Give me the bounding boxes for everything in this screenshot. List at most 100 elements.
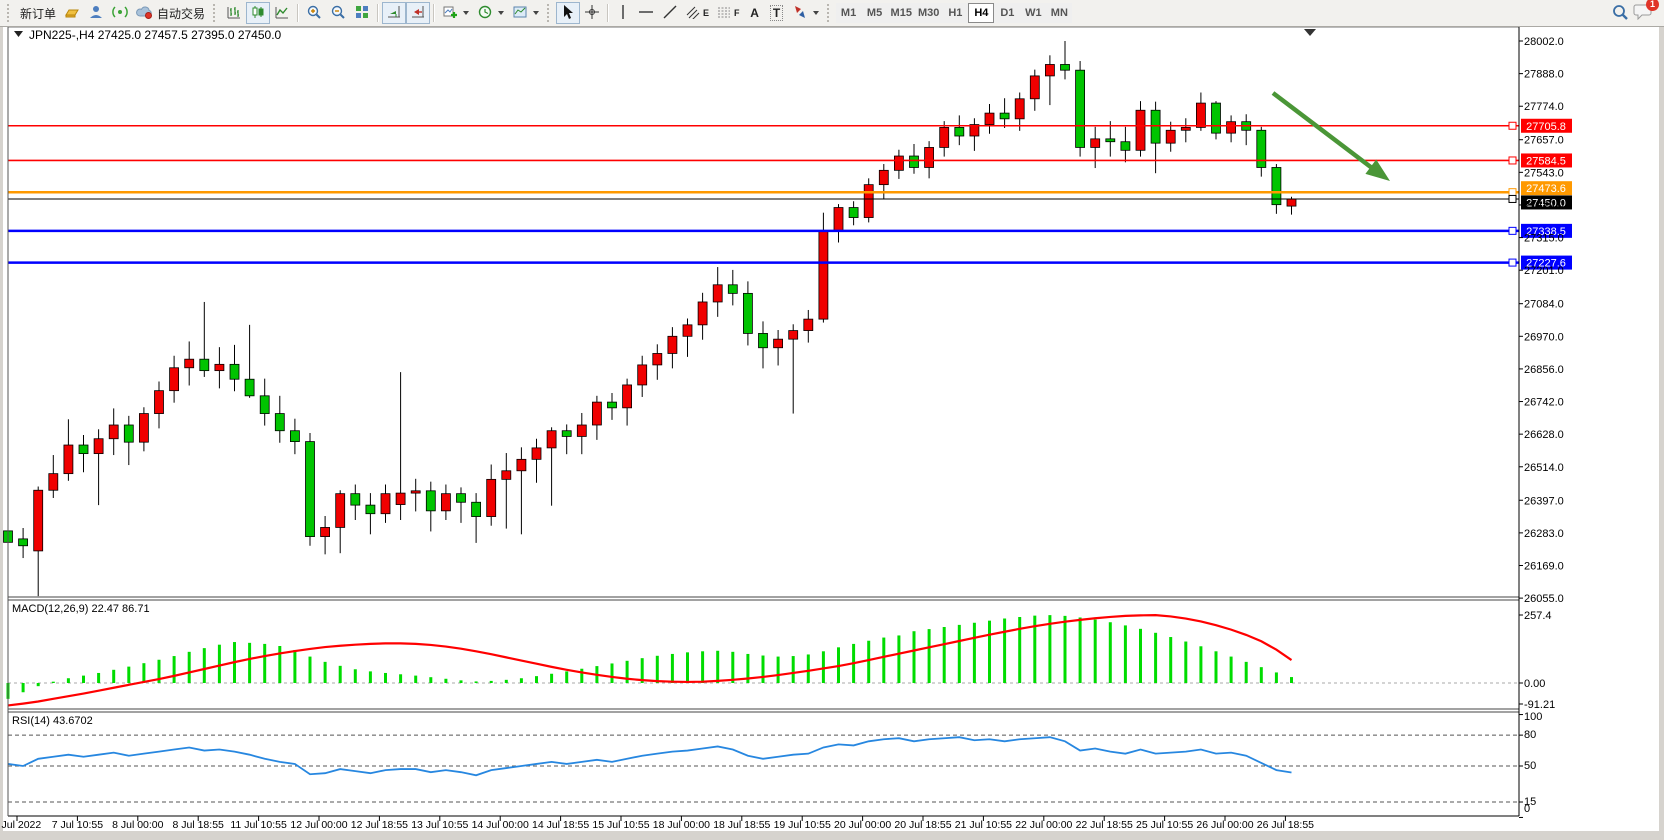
auto-scroll-icon	[386, 4, 402, 23]
autotrading-button[interactable]: 自动交易	[132, 2, 209, 24]
periods-button[interactable]	[473, 2, 508, 24]
signals-button[interactable]	[84, 2, 108, 24]
timeframe-m5[interactable]: M5	[861, 3, 888, 23]
svg-text:6 Jul 2022: 6 Jul 2022	[0, 819, 41, 831]
svg-text:8 Jul 18:55: 8 Jul 18:55	[173, 819, 225, 831]
chart-shift-button[interactable]	[406, 2, 431, 24]
svg-text:26970.0: 26970.0	[1524, 331, 1564, 343]
svg-text:13 Jul 10:55: 13 Jul 10:55	[411, 819, 468, 831]
toolbar-grip[interactable]	[547, 4, 552, 22]
cursor-button[interactable]	[556, 2, 581, 24]
svg-text:27315.0: 27315.0	[1524, 233, 1564, 245]
timeframe-d1[interactable]: D1	[994, 3, 1021, 23]
text-tool-button[interactable]: A	[744, 2, 766, 24]
main-price-panel[interactable]: 27705.8 27584.5 27473.6 27450.0 27338.5 27227…	[3, 28, 1573, 597]
autotrading-label: 自动交易	[157, 6, 206, 21]
hline-27227.6[interactable]: 27227.6	[8, 255, 1572, 270]
zoom-out-button[interactable]	[326, 2, 350, 24]
macd-label: MACD(12,26,9) 22.47 86.71	[12, 603, 150, 615]
timeframe-mn[interactable]: MN	[1046, 3, 1073, 23]
auto-scroll-button[interactable]	[382, 2, 407, 24]
text-label-button[interactable]: T	[766, 2, 788, 24]
chart-shift-marker[interactable]	[1304, 29, 1316, 36]
symbol-dropdown-icon[interactable]	[14, 31, 23, 37]
svg-text:11 Jul 10:55: 11 Jul 10:55	[230, 819, 287, 831]
hline-27705.8[interactable]: 27705.8	[8, 118, 1572, 133]
news-icon	[112, 4, 128, 23]
market-icon	[64, 4, 80, 23]
vertical-line-button[interactable]	[612, 2, 634, 24]
svg-text:26055.0: 26055.0	[1524, 593, 1564, 605]
svg-text:27450.0: 27450.0	[1526, 197, 1566, 209]
templates-button[interactable]	[508, 2, 543, 24]
timeframe-h4[interactable]: H4	[968, 3, 995, 23]
timeframe-m1[interactable]: M1	[835, 3, 862, 23]
new-order-button[interactable]: 新订单	[16, 2, 60, 24]
bar-chart-icon	[226, 4, 242, 23]
timeframe-m30[interactable]: M30	[914, 3, 943, 23]
vertical-line-icon	[616, 4, 630, 23]
svg-text:15: 15	[1524, 796, 1536, 808]
svg-text:26 Jul 00:00: 26 Jul 00:00	[1196, 819, 1253, 831]
time-axis[interactable]: 6 Jul 2022 7 Jul 10:55 8 Jul 00:00 8 Jul 18…	[0, 816, 1314, 831]
svg-text:27201.0: 27201.0	[1524, 265, 1564, 277]
svg-text:-91.21: -91.21	[1524, 699, 1555, 711]
timeframe-m15[interactable]: M15	[887, 3, 915, 23]
zoom-in-button[interactable]	[302, 2, 326, 24]
fibonacci-icon	[717, 5, 731, 22]
hline-27450.0[interactable]: 27450.0	[8, 194, 1572, 210]
hline-27338.5[interactable]: 27338.5	[8, 223, 1572, 238]
svg-text:27473.6: 27473.6	[1526, 183, 1566, 195]
tile-windows-button[interactable]	[350, 2, 374, 24]
svg-text:12 Jul 00:00: 12 Jul 00:00	[290, 819, 347, 831]
candlestick-chart-button[interactable]	[246, 2, 271, 24]
fibonacci-button[interactable]: F	[713, 2, 744, 24]
arrows-tool-button[interactable]	[788, 2, 823, 24]
chart-window[interactable]: 27705.8 27584.5 27473.6 27450.0 27338.5 27227…	[0, 27, 1664, 840]
toolbar-grip[interactable]	[7, 4, 12, 22]
horizontal-line-icon	[638, 4, 654, 23]
crosshair-button[interactable]	[580, 2, 604, 24]
dropdown-arrow-icon	[463, 11, 470, 15]
trendline-button[interactable]	[658, 2, 682, 24]
horizontal-line-button[interactable]	[634, 2, 658, 24]
svg-text:26628.0: 26628.0	[1524, 429, 1564, 441]
svg-text:15 Jul 10:55: 15 Jul 10:55	[592, 819, 649, 831]
svg-text:18 Jul 00:00: 18 Jul 00:00	[653, 819, 710, 831]
channel-glyph: E	[703, 8, 710, 18]
svg-text:22 Jul 00:00: 22 Jul 00:00	[1015, 819, 1072, 831]
search-button[interactable]	[1607, 2, 1633, 24]
svg-text:26856.0: 26856.0	[1524, 364, 1564, 376]
signals-icon	[88, 4, 104, 23]
svg-text:27429.0: 27429.0	[1524, 200, 1564, 212]
autotrading-cloud-icon	[136, 4, 154, 23]
hline-27473.6[interactable]: 27473.6	[8, 181, 1572, 197]
price-axis[interactable]: 28002.0 27888.0 27774.0 27657.0 27543.0 27429…	[1519, 36, 1564, 818]
toolbar-grip[interactable]	[826, 4, 832, 22]
search-icon	[1611, 3, 1629, 24]
rsi-line	[7, 736, 1292, 777]
line-chart-button[interactable]	[270, 2, 294, 24]
main-toolbar: 新订单 自动交易	[0, 0, 1664, 27]
chat-button[interactable]: 1	[1633, 0, 1659, 25]
svg-text:20 Jul 18:55: 20 Jul 18:55	[894, 819, 951, 831]
svg-text:100: 100	[1524, 711, 1542, 723]
svg-text:18 Jul 18:55: 18 Jul 18:55	[713, 819, 770, 831]
macd-panel[interactable]: MACD(12,26,9) 22.47 86.71	[6, 603, 1519, 707]
indicators-button[interactable]	[438, 2, 473, 24]
cursor-arrow-icon	[560, 4, 576, 23]
bar-chart-button[interactable]	[222, 2, 246, 24]
news-button[interactable]	[108, 2, 132, 24]
svg-text:26742.0: 26742.0	[1524, 397, 1564, 409]
timeframe-w1[interactable]: W1	[1020, 3, 1047, 23]
rsi-panel[interactable]: RSI(14) 43.6702	[7, 715, 1519, 803]
rsi-label: RSI(14) 43.6702	[12, 715, 93, 727]
svg-text:27584.5: 27584.5	[1526, 155, 1566, 167]
hline-27584.5[interactable]: 27584.5	[8, 153, 1572, 168]
equidistant-channel-button[interactable]: E	[682, 2, 713, 24]
toolbar-grip[interactable]	[213, 4, 218, 22]
toolbar-separator	[377, 4, 380, 22]
market-button[interactable]	[60, 2, 84, 24]
trend-arrow-annotation[interactable]	[1271, 91, 1390, 181]
timeframe-h1[interactable]: H1	[942, 3, 969, 23]
